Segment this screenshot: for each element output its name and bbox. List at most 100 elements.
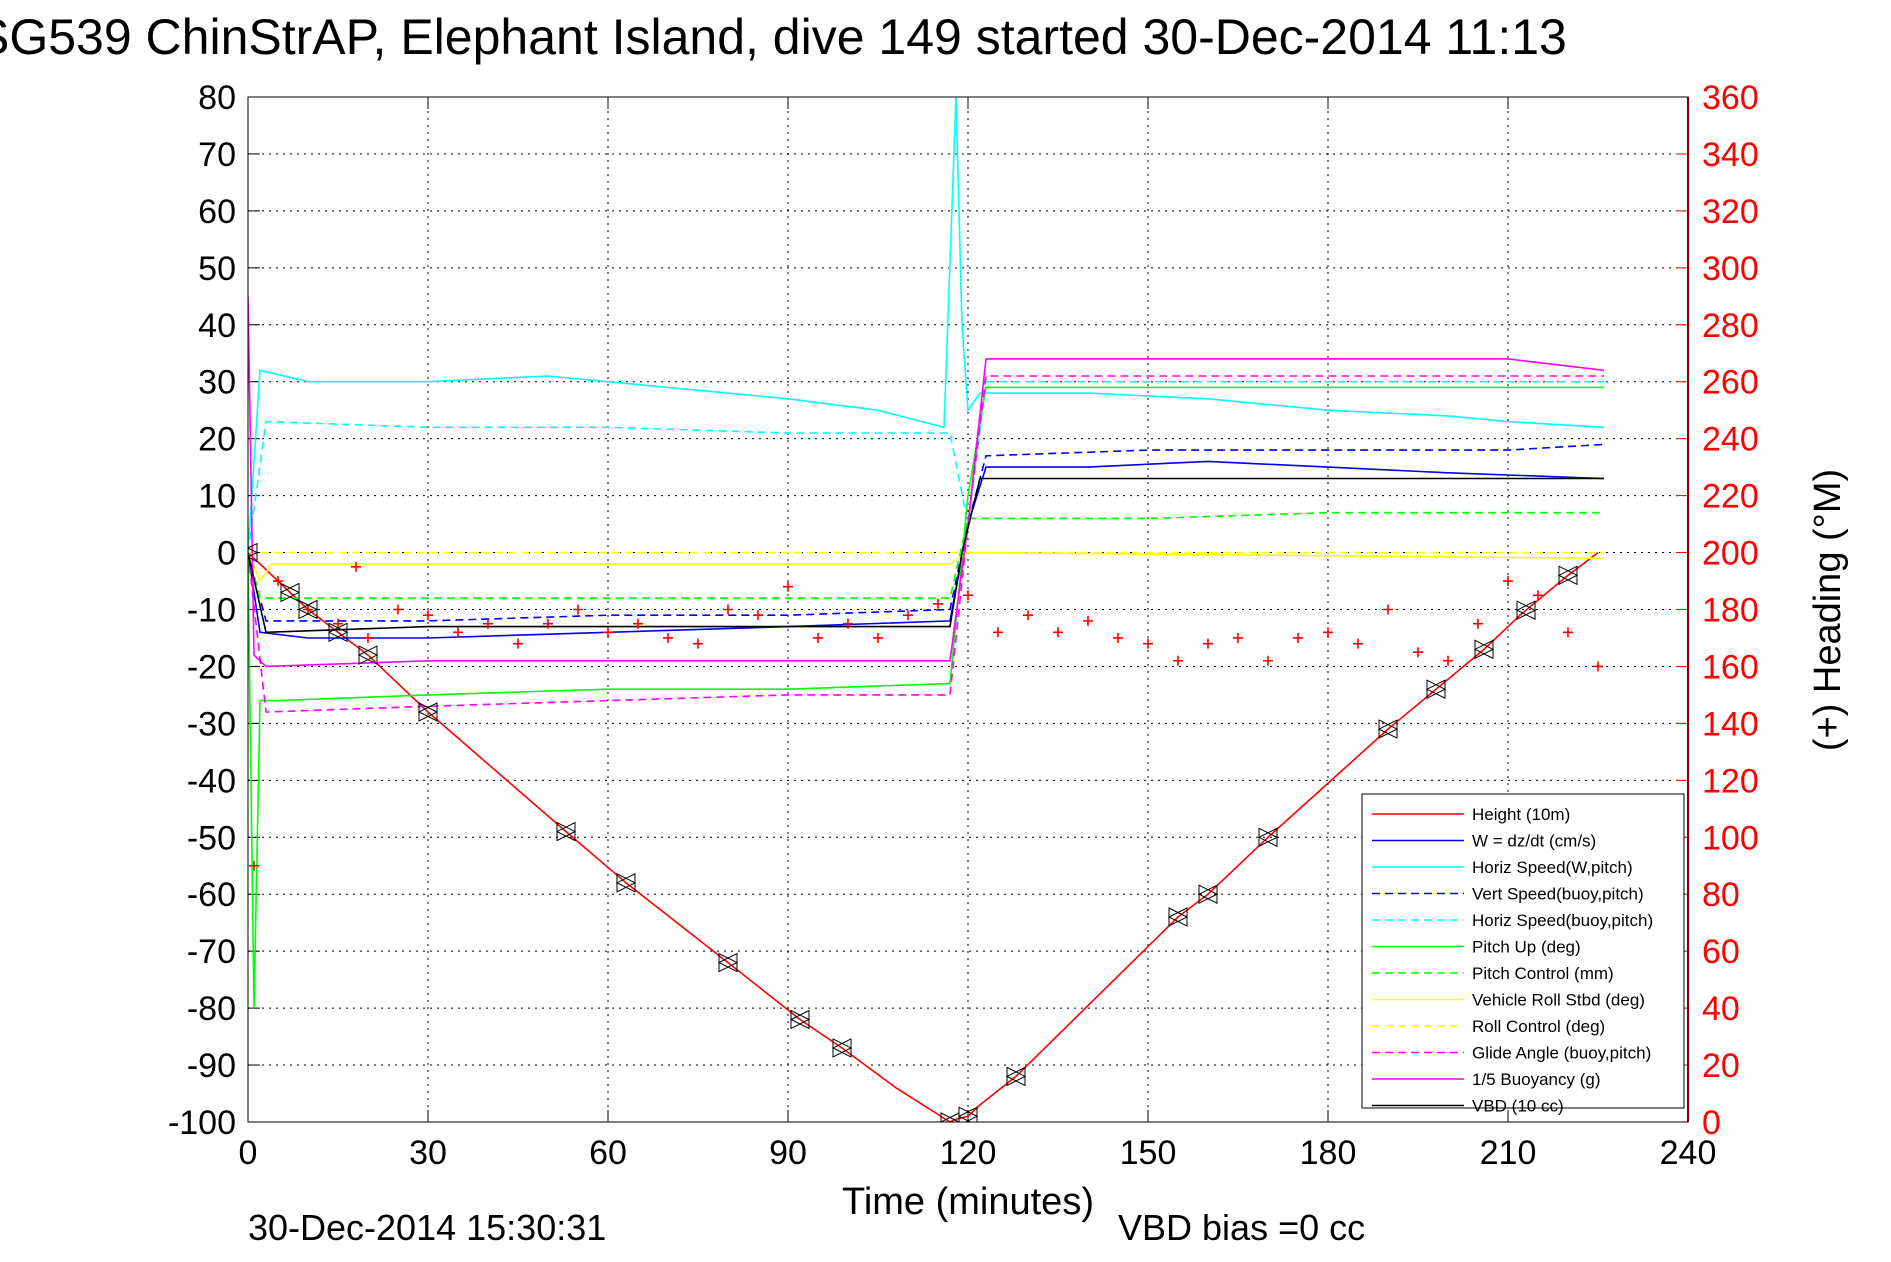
x-tick-label: 0	[239, 1134, 258, 1172]
heading-point	[903, 610, 913, 621]
right-axis: 3603403203002802602402202001801601401201…	[1676, 79, 1759, 1142]
left-tick-label: 50	[198, 250, 236, 288]
depth-marker	[279, 582, 301, 603]
right-axis-label: (+) Heading (°M)	[1807, 469, 1849, 751]
left-tick-label: -90	[187, 1047, 236, 1085]
grid-lines	[248, 97, 1688, 1122]
heading-point	[1173, 655, 1183, 666]
legend-label-glide-angle: Glide Angle (buoy,pitch)	[1472, 1044, 1651, 1063]
left-tick-label: 80	[198, 79, 236, 117]
x-tick-label: 240	[1660, 1134, 1717, 1172]
heading-point	[333, 618, 343, 629]
right-tick-label: 280	[1702, 307, 1759, 345]
heading-point	[1503, 576, 1513, 587]
left-tick-label: 60	[198, 193, 236, 231]
right-tick-label: 160	[1702, 648, 1759, 686]
heading-point	[813, 632, 823, 643]
heading-point	[873, 632, 883, 643]
left-tick-label: -30	[187, 705, 236, 743]
right-tick-label: 240	[1702, 421, 1759, 459]
legend-label-height: Height (10m)	[1472, 805, 1570, 824]
legend-label-pitch-up: Pitch Up (deg)	[1472, 938, 1581, 957]
heading-point	[783, 581, 793, 592]
glider-marker-layer	[248, 542, 1579, 1122]
heading-point	[393, 604, 403, 615]
heading-point	[573, 604, 583, 615]
heading-point	[513, 638, 523, 649]
x-tick-label: 120	[940, 1134, 997, 1172]
legend-label-vert-speed-model: Vert Speed(buoy,pitch)	[1472, 885, 1644, 904]
right-tick-label: 0	[1702, 1104, 1721, 1142]
right-tick-label: 60	[1702, 933, 1740, 971]
right-tick-label: 120	[1702, 762, 1759, 800]
left-tick-label: 20	[198, 421, 236, 459]
depth-marker	[555, 821, 577, 842]
series-pitch-control-line	[248, 511, 1604, 599]
heading-point	[1383, 604, 1393, 615]
depth-marker	[357, 645, 379, 665]
right-tick-label: 220	[1702, 478, 1759, 516]
x-tick-label: 30	[409, 1134, 447, 1172]
right-tick-label: 320	[1702, 193, 1759, 231]
footer-timestamp: 30-Dec-2014 15:30:31	[248, 1207, 606, 1248]
series-vbd-line	[248, 477, 1604, 634]
footer-vbd-bias: VBD bias =0 cc	[1118, 1207, 1365, 1248]
right-tick-label: 360	[1702, 79, 1759, 117]
x-tick-label: 210	[1480, 1134, 1537, 1172]
right-tick-label: 40	[1702, 990, 1740, 1028]
heading-point	[303, 604, 313, 615]
heading-point	[351, 561, 361, 572]
x-tick-label: 180	[1300, 1134, 1357, 1172]
series-glide-angle-line	[248, 375, 1604, 713]
legend-label-buoyancy: 1/5 Buoyancy (g)	[1472, 1070, 1601, 1089]
x-axis-label: Time (minutes)	[842, 1181, 1094, 1223]
legend-label-horiz-speed: Horiz Speed(W,pitch)	[1472, 858, 1633, 877]
left-tick-label: 40	[198, 307, 236, 345]
heading-point	[663, 632, 673, 643]
right-tick-label: 300	[1702, 250, 1759, 288]
legend-label-roll: Vehicle Roll Stbd (deg)	[1472, 991, 1645, 1010]
heading-point	[1533, 590, 1543, 601]
heading-point	[963, 590, 973, 601]
depth-marker	[939, 1112, 961, 1122]
heading-point	[1563, 627, 1573, 638]
depth-marker	[1557, 565, 1579, 586]
left-tick-label: -50	[187, 819, 236, 857]
heading-point	[1113, 632, 1123, 643]
depth-marker	[1515, 600, 1537, 621]
left-tick-label: -100	[168, 1104, 236, 1142]
heading-point	[1143, 638, 1153, 649]
depth-marker	[957, 1106, 979, 1122]
left-tick-label: -40	[187, 762, 236, 800]
heading-point	[483, 618, 493, 629]
series-pitch-up-line	[248, 386, 1604, 1009]
heading-point	[1053, 627, 1063, 638]
heading-point	[1203, 638, 1213, 649]
heading-point	[453, 627, 463, 638]
depth-marker	[615, 873, 637, 893]
depth-marker	[1005, 1066, 1027, 1087]
legend-label-vbd: VBD (10 cc)	[1472, 1097, 1564, 1116]
right-tick-label: 100	[1702, 819, 1759, 857]
heading-point	[723, 604, 733, 615]
heading-point	[273, 576, 283, 587]
depth-marker	[417, 702, 439, 722]
left-tick-label: 70	[198, 136, 236, 174]
depth-marker	[1377, 719, 1399, 739]
x-tick-label: 150	[1120, 1134, 1177, 1172]
x-tick-label: 90	[769, 1134, 807, 1172]
depth-marker	[1197, 884, 1219, 905]
heading-point	[1233, 632, 1243, 643]
right-tick-label: 200	[1702, 535, 1759, 573]
series-horiz-speed-line	[248, 97, 1605, 553]
heading-point	[423, 610, 433, 621]
depth-marker	[248, 542, 259, 563]
heading-point	[933, 598, 943, 609]
plot-frame	[247, 96, 1689, 1123]
depth-marker	[1473, 639, 1495, 660]
left-tick-label: 30	[198, 364, 236, 402]
heading-point	[1473, 618, 1483, 629]
right-tick-label: 340	[1702, 136, 1759, 174]
left-axis: 80 70 60 50 40 30 20 10 0 -10 -20 -30 -40 -50 -60 -70 -8…	[168, 79, 260, 1142]
